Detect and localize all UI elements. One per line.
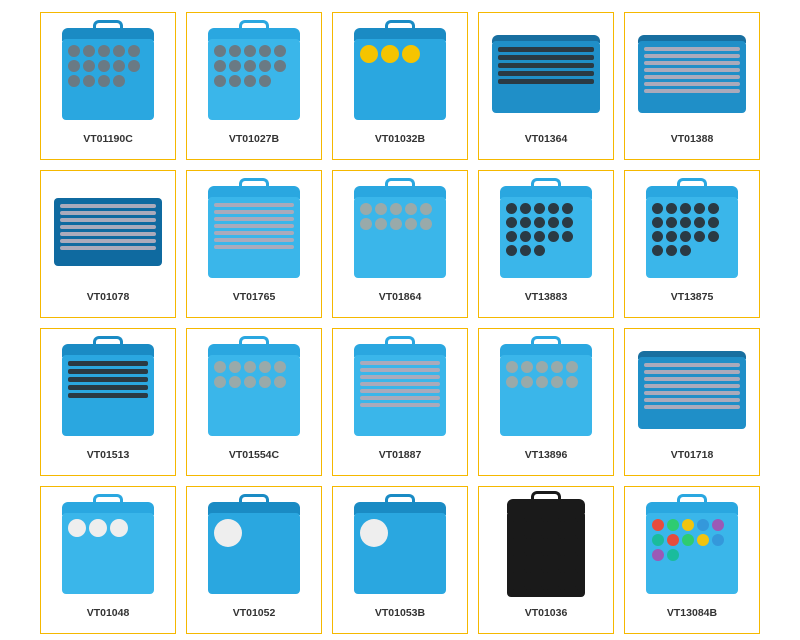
product-card[interactable]: VT01388 bbox=[624, 12, 760, 160]
product-image bbox=[47, 177, 169, 287]
product-card[interactable]: VT01887 bbox=[332, 328, 468, 476]
product-image bbox=[631, 177, 753, 287]
product-image bbox=[485, 177, 607, 287]
product-image bbox=[47, 19, 169, 129]
product-card[interactable]: VT01718 bbox=[624, 328, 760, 476]
product-image bbox=[631, 335, 753, 445]
product-card[interactable]: VT01513 bbox=[40, 328, 176, 476]
product-card[interactable]: VT13875 bbox=[624, 170, 760, 318]
product-sku-label: VT13883 bbox=[525, 291, 568, 303]
product-card[interactable]: VT01765 bbox=[186, 170, 322, 318]
product-card[interactable]: VT01078 bbox=[40, 170, 176, 318]
product-image bbox=[339, 19, 461, 129]
product-sku-label: VT01032B bbox=[375, 133, 425, 145]
product-sku-label: VT13875 bbox=[671, 291, 714, 303]
product-card[interactable]: VT01027B bbox=[186, 12, 322, 160]
product-image bbox=[631, 19, 753, 129]
product-sku-label: VT01765 bbox=[233, 291, 276, 303]
product-image bbox=[339, 177, 461, 287]
product-image bbox=[631, 493, 753, 603]
product-image bbox=[485, 335, 607, 445]
product-sku-label: VT13896 bbox=[525, 449, 568, 461]
product-card[interactable]: VT13896 bbox=[478, 328, 614, 476]
product-sku-label: VT01887 bbox=[379, 449, 422, 461]
product-image bbox=[339, 335, 461, 445]
product-image bbox=[339, 493, 461, 603]
product-sku-label: VT01864 bbox=[379, 291, 422, 303]
product-sku-label: VT01388 bbox=[671, 133, 714, 145]
product-sku-label: VT13084B bbox=[667, 607, 717, 619]
product-card[interactable]: VT13084B bbox=[624, 486, 760, 634]
product-image bbox=[47, 493, 169, 603]
product-image bbox=[193, 493, 315, 603]
product-sku-label: VT01364 bbox=[525, 133, 568, 145]
product-sku-label: VT01052 bbox=[233, 607, 276, 619]
product-sku-label: VT01078 bbox=[87, 291, 130, 303]
product-image bbox=[193, 335, 315, 445]
product-card[interactable]: VT01032B bbox=[332, 12, 468, 160]
product-image bbox=[193, 177, 315, 287]
product-card[interactable]: VT01864 bbox=[332, 170, 468, 318]
product-card[interactable]: VT01052 bbox=[186, 486, 322, 634]
product-sku-label: VT01718 bbox=[671, 449, 714, 461]
product-image bbox=[193, 19, 315, 129]
product-sku-label: VT01036 bbox=[525, 607, 568, 619]
product-sku-label: VT01513 bbox=[87, 449, 130, 461]
product-card[interactable]: VT01053B bbox=[332, 486, 468, 634]
product-card[interactable]: VT01554C bbox=[186, 328, 322, 476]
product-sku-label: VT01554C bbox=[229, 449, 279, 461]
product-card[interactable]: VT01364 bbox=[478, 12, 614, 160]
product-sku-label: VT01027B bbox=[229, 133, 279, 145]
product-grid: VT01190C VT01027B VT01032B VT01364 VT01388 VT… bbox=[40, 12, 760, 634]
product-image bbox=[485, 19, 607, 129]
product-sku-label: VT01053B bbox=[375, 607, 425, 619]
product-card[interactable]: VT01190C bbox=[40, 12, 176, 160]
product-image bbox=[47, 335, 169, 445]
product-sku-label: VT01048 bbox=[87, 607, 130, 619]
product-sku-label: VT01190C bbox=[83, 133, 133, 145]
product-card[interactable]: VT13883 bbox=[478, 170, 614, 318]
product-card[interactable]: VT01048 bbox=[40, 486, 176, 634]
product-card[interactable]: VT01036 bbox=[478, 486, 614, 634]
product-image bbox=[485, 493, 607, 603]
